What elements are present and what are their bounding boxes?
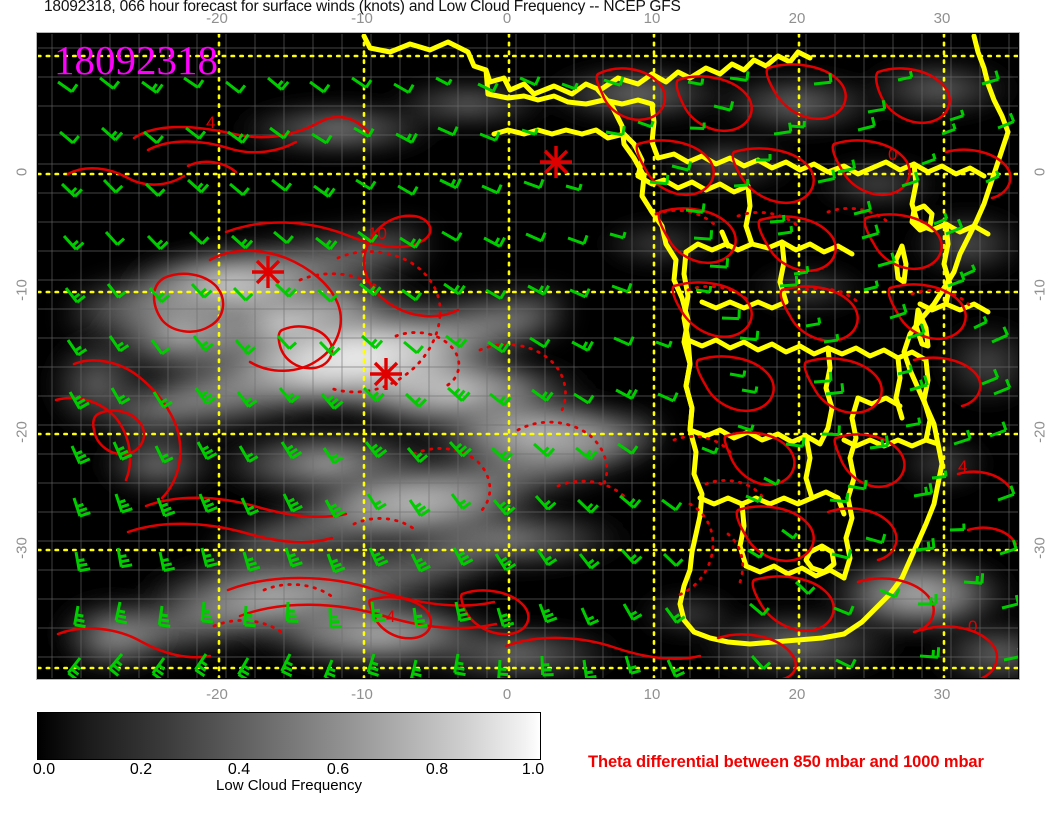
page-title: 18092318, 066 hour forecast for surface … — [44, 0, 681, 15]
colorbar-tick: 0.6 — [326, 761, 350, 778]
forecast-datestamp: 18092318 — [54, 37, 218, 83]
axis-left-tick: -30 — [13, 537, 31, 559]
colorbar-tick: 0.8 — [425, 761, 449, 778]
map-graphics: 10 4 4 0 4 0 — [38, 34, 1018, 678]
colorbar-tick: 0.2 — [129, 761, 153, 778]
axis-left-tick: -10 — [13, 279, 31, 301]
contour-label: 4 — [386, 607, 395, 626]
theta-contour-dashed — [212, 207, 972, 636]
grid-minor — [38, 34, 1018, 678]
axis-top-tick: 20 — [788, 10, 806, 27]
axis-top-tick: -10 — [351, 10, 373, 27]
axis-bottom-tick: -10 — [351, 686, 373, 703]
contour-label: 4 — [958, 457, 967, 476]
colorbar-tick: 0.4 — [227, 761, 251, 778]
axis-top-tick: 10 — [643, 10, 661, 27]
axis-right-tick: -30 — [1031, 537, 1049, 559]
contour-label: 4 — [206, 113, 215, 132]
axis-left-tick: 0 — [13, 167, 31, 177]
contour-label: 0 — [968, 617, 977, 636]
map-plot-area[interactable]: 10 4 4 0 4 0 — [36, 32, 1020, 680]
coastline-layer — [361, 34, 1011, 647]
theta-differential-note: Theta differential between 850 mbar and … — [588, 753, 984, 771]
axis-top-tick: -20 — [206, 10, 228, 27]
axis-right-tick: -10 — [1031, 279, 1049, 301]
axis-bottom-tick: 30 — [933, 686, 951, 703]
axis-right-tick: -20 — [1031, 421, 1049, 443]
axis-left-tick: -20 — [13, 421, 31, 443]
contour-label: 0 — [888, 145, 897, 164]
colorbar-caption: Low Cloud Frequency — [216, 777, 362, 794]
axis-right-tick: 0 — [1031, 167, 1049, 177]
colorbar-tick: 0.0 — [32, 761, 56, 778]
axis-bottom-tick: 20 — [788, 686, 806, 703]
colorbar — [37, 712, 541, 760]
axis-top-tick: 0 — [502, 10, 512, 27]
axis-bottom-tick: 10 — [643, 686, 661, 703]
axis-bottom-tick: -20 — [206, 686, 228, 703]
axis-bottom-tick: 0 — [502, 686, 512, 703]
colorbar-tick: 1.0 — [521, 761, 545, 778]
axis-top-tick: 30 — [933, 10, 951, 27]
map-canvas[interactable]: 10 4 4 0 4 0 — [38, 34, 1018, 678]
